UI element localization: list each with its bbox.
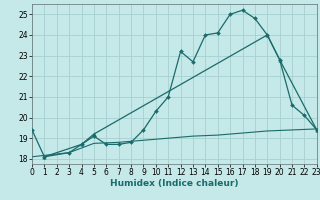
X-axis label: Humidex (Indice chaleur): Humidex (Indice chaleur) xyxy=(110,179,239,188)
